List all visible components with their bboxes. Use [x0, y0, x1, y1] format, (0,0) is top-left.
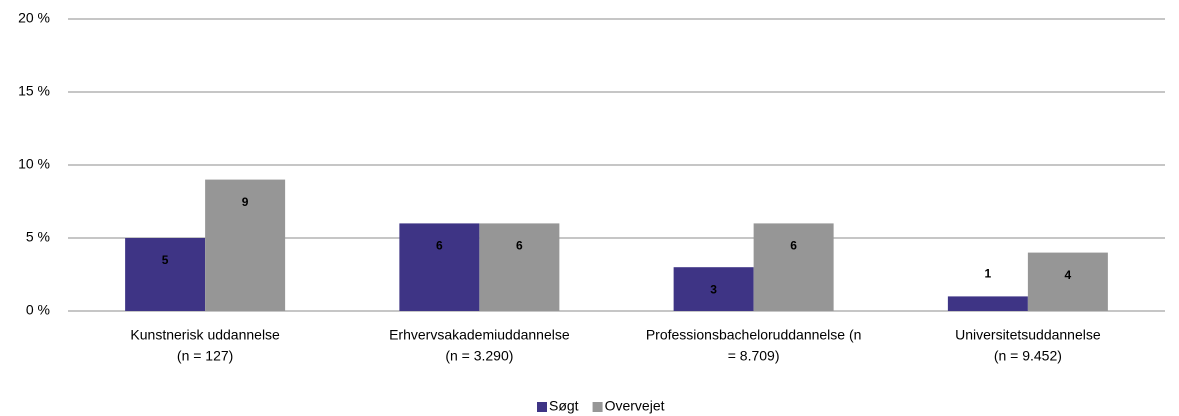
x-tick-label: (n = 127)	[177, 348, 233, 364]
x-tick-label: Professionsbacheloruddannelse (n	[646, 327, 862, 343]
data-label: 9	[242, 195, 249, 209]
x-tick-label: (n = 9.452)	[994, 348, 1062, 364]
legend-swatch	[592, 402, 603, 412]
legend-label: Overvejet	[605, 398, 665, 414]
bar	[479, 223, 560, 311]
x-tick-label: Universitetsuddannelse	[955, 327, 1101, 343]
bar	[947, 296, 1028, 311]
data-label: 4	[1065, 268, 1072, 282]
bar	[399, 223, 480, 311]
y-tick-label: 10 %	[18, 156, 50, 172]
y-tick-label: 20 %	[18, 10, 50, 26]
data-label: 3	[710, 282, 717, 296]
x-tick-label: = 8.709)	[728, 348, 780, 364]
x-tick-label: Erhvervsakademiuddannelse	[389, 327, 570, 343]
bar	[125, 238, 206, 311]
x-tick-label: Kunstnerisk uddannelse	[130, 327, 280, 343]
data-label: 6	[516, 239, 523, 253]
y-tick-label: 15 %	[18, 83, 50, 99]
legend-swatch	[537, 402, 547, 412]
data-label: 1	[985, 267, 992, 281]
bar	[1027, 252, 1108, 311]
y-tick-label: 5 %	[26, 229, 50, 245]
bar	[753, 223, 834, 311]
bar	[673, 267, 754, 311]
data-label: 6	[790, 239, 797, 253]
y-tick-label: 0 %	[26, 302, 50, 318]
bar	[205, 179, 286, 311]
data-label: 5	[162, 253, 169, 267]
data-label: 6	[436, 239, 443, 253]
x-tick-label: (n = 3.290)	[445, 348, 513, 364]
legend-label: Søgt	[549, 398, 579, 414]
